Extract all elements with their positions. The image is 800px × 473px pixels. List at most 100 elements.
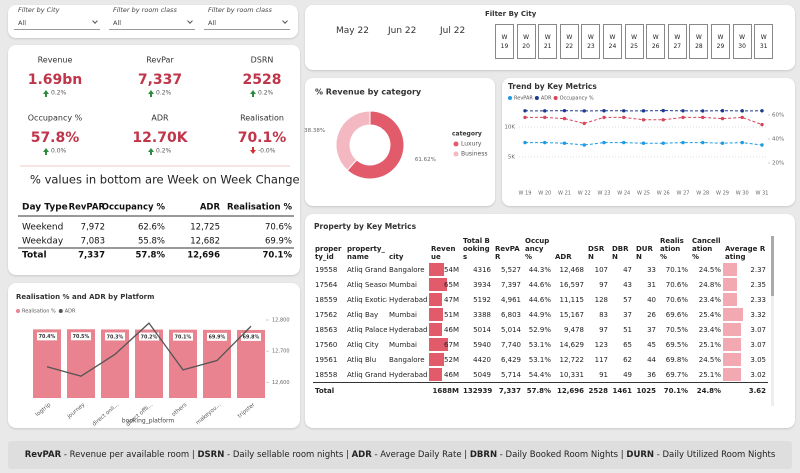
cell-text: 70.6% — [665, 280, 688, 289]
cell-text: 2.37 — [750, 265, 766, 274]
revenue-bar — [429, 308, 444, 321]
week-tile[interactable]: W 29 — [711, 24, 730, 59]
table-cell: 5,714 — [493, 367, 523, 383]
scroll-thumb[interactable] — [771, 236, 774, 296]
table-cell: 46M — [429, 322, 461, 337]
table-cell: 15,167 — [553, 307, 586, 322]
cell-text: Hyderabad — [389, 370, 428, 379]
cell-text: 69.8% — [665, 355, 688, 364]
month-button[interactable]: May 22 — [336, 26, 369, 36]
table-cell: 65M — [429, 277, 461, 292]
footer-abbr: DBRN — [470, 450, 506, 460]
cell-text: 91 — [599, 370, 608, 379]
cell-text: Total — [315, 386, 335, 395]
week-tile[interactable]: W 19 — [495, 24, 514, 59]
table-cell: 3388 — [461, 307, 493, 322]
cell-text: 25.4% — [698, 310, 721, 319]
column-header[interactable]: city — [389, 253, 404, 261]
table-cell: 23.4% — [690, 292, 723, 307]
table-row: 18559 Atliq Exotica Hyderabad 47M 5192 4,961 4… — [313, 292, 768, 307]
table-cell: 7,740 — [493, 337, 523, 352]
column-header[interactable]: Revenue — [431, 245, 456, 261]
dropdown[interactable]: Filter by room class All — [109, 6, 195, 30]
cell-text: 97 — [599, 280, 608, 289]
cell-text: 3.07 — [750, 325, 766, 334]
week-tile[interactable]: W 23 — [581, 24, 601, 59]
column-header[interactable]: DSRN — [588, 245, 605, 261]
cell-text: 3.05 — [750, 355, 766, 364]
column-header[interactable]: Total Bookings — [463, 237, 490, 261]
cell-text: Bangalore — [389, 265, 425, 274]
table-cell: 5,527 — [493, 262, 523, 277]
rating-bar — [723, 308, 743, 321]
cell-text: 7,740 — [500, 340, 521, 349]
table-row: 19561 Atliq Blu Bangalore 52M 4420 6,429 53.1%… — [313, 352, 768, 367]
revenue-bar — [429, 263, 445, 276]
table-cell: 3.07 — [723, 337, 768, 352]
cell-text: 37 — [623, 310, 632, 319]
column-header[interactable]: Realisation % — [660, 237, 684, 261]
cell-text: Atliq City — [347, 340, 379, 349]
dropdown[interactable]: Filter by City All — [14, 6, 100, 30]
footer-abbr: DSRN — [198, 450, 233, 460]
cell-text: 1461 — [612, 386, 632, 395]
rating-bar — [723, 338, 742, 351]
cell-text: 24.8% — [696, 386, 721, 395]
week-tile[interactable]: W 30 — [732, 24, 752, 59]
cell-text: Mumbai — [389, 310, 417, 319]
revenue-bar — [429, 293, 443, 306]
cell-text: 53.1% — [528, 340, 551, 349]
donut-card — [305, 78, 495, 206]
week-tile[interactable]: W 27 — [667, 24, 687, 59]
week-tile[interactable]: W 20 — [516, 24, 536, 59]
dropdown-value[interactable]: All — [14, 17, 100, 30]
cell-text: 1688M — [432, 386, 459, 395]
cell-text: 65 — [623, 340, 632, 349]
table-cell: Hyderabad — [387, 367, 429, 383]
table-cell: 24.8% — [690, 277, 723, 292]
cell-text: 9,478 — [563, 325, 584, 334]
scrollbar[interactable] — [771, 236, 774, 406]
table-cell: 4316 — [461, 262, 493, 277]
cell-text: 51 — [623, 325, 632, 334]
table-cell: 44.6% — [523, 277, 553, 292]
week-tile[interactable]: W 21 — [538, 24, 558, 59]
cell-text: 44.6% — [528, 280, 551, 289]
dropdown-label: Filter by room class — [208, 6, 272, 14]
cell-text: 14,629 — [559, 340, 585, 349]
week-tile[interactable]: W 26 — [646, 24, 666, 59]
month-button[interactable]: Jul 22 — [440, 26, 466, 36]
column-header[interactable]: DBRN — [612, 245, 629, 261]
cell-text: 44 — [647, 355, 656, 364]
month-button[interactable]: Jun 22 — [388, 26, 417, 36]
week-tile[interactable]: W 25 — [624, 24, 644, 59]
cell-text: Hyderabad — [389, 295, 428, 304]
cell-text: 3.62 — [748, 386, 766, 395]
week-tile[interactable]: W 28 — [689, 24, 709, 59]
column-header[interactable]: DURN — [636, 245, 653, 261]
week-tile[interactable]: W 31 — [754, 24, 774, 59]
table-cell: Atliq City — [345, 337, 387, 352]
total-row: Total 1688M 132939 7,337 57.8% 12,696 2528 1461… — [313, 382, 768, 398]
table-cell: 10,331 — [553, 367, 586, 383]
table-cell: 47 — [610, 262, 634, 277]
week-tile[interactable]: W 24 — [603, 24, 622, 59]
column-header[interactable]: ADR — [555, 253, 572, 261]
dropdown-value[interactable]: All — [204, 17, 290, 30]
table-cell: Mumbai — [387, 337, 429, 352]
column-header[interactable]: Occupancy % — [525, 237, 550, 261]
column-header[interactable]: RevPAR — [495, 245, 520, 261]
column-header[interactable]: property_id — [315, 245, 342, 261]
dropdown[interactable]: Filter by room class All — [204, 6, 290, 30]
cell-text: 47 — [623, 265, 632, 274]
column-header[interactable]: Cancellation % — [692, 237, 721, 261]
table-cell: 25.4% — [690, 307, 723, 322]
table-cell: 33 — [634, 262, 658, 277]
week-tile[interactable]: W 22 — [559, 24, 579, 59]
column-header[interactable]: Average Rating — [725, 245, 766, 261]
table-cell: Hyderabad — [387, 292, 429, 307]
table-cell: 5014 — [461, 322, 493, 337]
column-header[interactable]: property_name — [347, 245, 385, 261]
cell-text: 3388 — [473, 310, 491, 319]
dropdown-value[interactable]: All — [109, 17, 195, 30]
